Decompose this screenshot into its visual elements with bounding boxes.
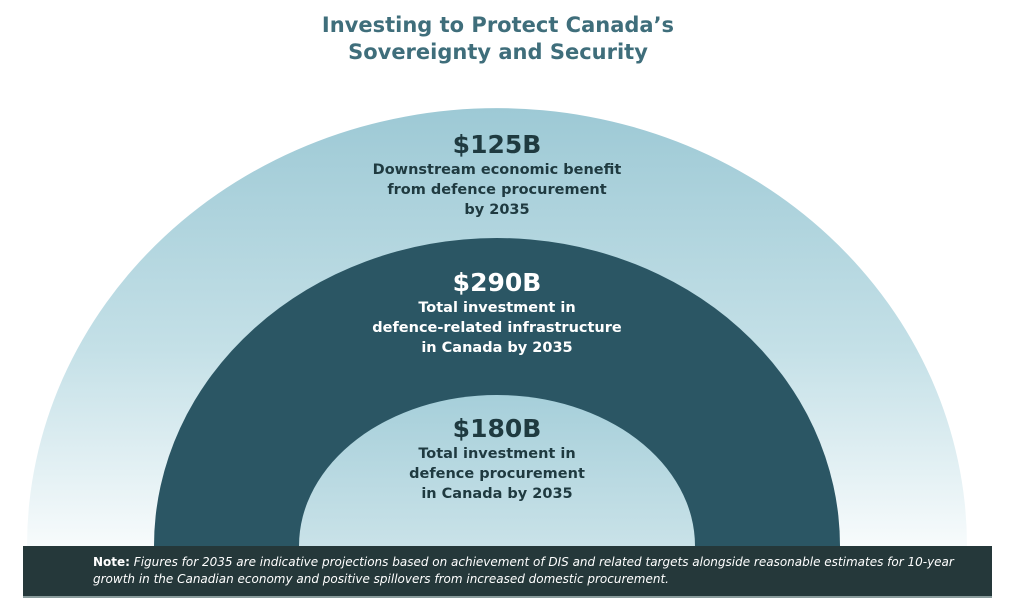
amount: $180B [452, 414, 542, 443]
description-line: Total investment in [418, 300, 576, 316]
middle-ring-label: $290B Total investment in defence-relate… [297, 268, 697, 358]
inner-arc [299, 395, 695, 546]
middle-arc [154, 238, 840, 546]
note-text: Figures for 2035 are indicative projecti… [93, 555, 954, 586]
description-line: by 2035 [464, 202, 530, 218]
note-label: Note: [93, 555, 130, 569]
page-title: Investing to Protect Canada’s Sovereignt… [0, 12, 996, 66]
description-line: in Canada by 2035 [421, 486, 573, 502]
description-line: in Canada by 2035 [421, 340, 573, 356]
amount: $125B [452, 130, 542, 159]
inner-ring-label: $180B Total investment in defence procur… [297, 414, 697, 504]
outer-ring-label: $125B Downstream economic benefit from d… [297, 130, 697, 220]
note-bar: Note: Figures for 2035 are indicative pr… [23, 546, 992, 598]
title-line-1: Investing to Protect Canada’s [321, 13, 675, 37]
description-line: defence-related infrastructure [372, 320, 622, 336]
description-line: from defence procurement [387, 182, 607, 198]
amount: $290B [452, 268, 542, 297]
description-line: Total investment in [418, 446, 576, 462]
description-line: Downstream economic benefit [372, 162, 622, 178]
title-line-2: Sovereignty and Security [348, 40, 648, 64]
description-line: defence procurement [409, 466, 585, 482]
concentric-arcs-diagram [27, 108, 967, 546]
